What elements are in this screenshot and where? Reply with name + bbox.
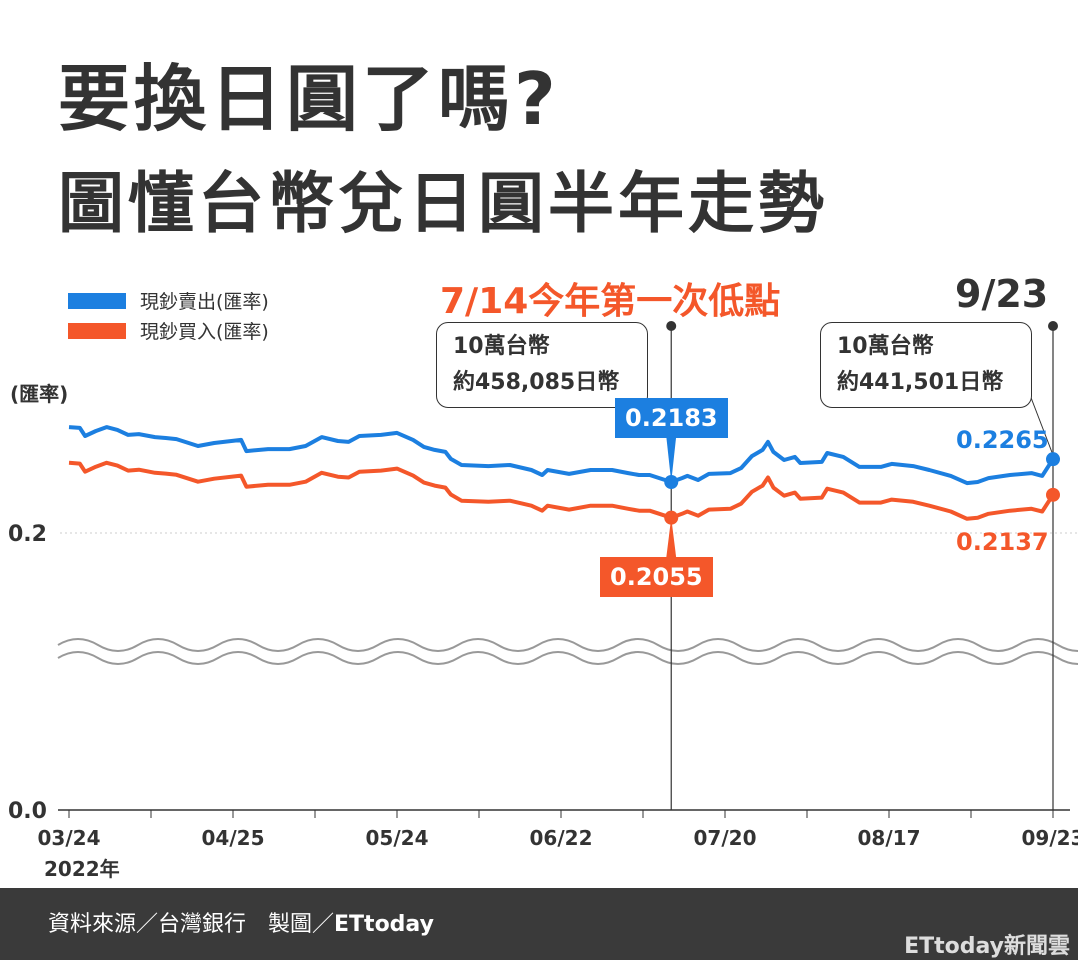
data-point-buy — [1046, 487, 1060, 502]
legend-item-sell: 現鈔賣出(匯率) — [68, 287, 269, 314]
footer: 資料來源／台灣銀行 製圖／ETtoday ETtoday新聞雲 — [0, 888, 1078, 960]
legend-label-sell: 現鈔賣出(匯率) — [140, 291, 269, 313]
end-callout-pointer — [1029, 394, 1054, 456]
y-axis-label: (匯率) — [10, 382, 69, 406]
end-buy-label: 0.2137 — [956, 528, 1049, 556]
callout-line2: 約441,501日幣 — [837, 370, 1004, 395]
source-credit: 資料來源／台灣銀行 製圖／ETtoday — [48, 906, 434, 938]
series-line-sell — [68, 425, 1055, 486]
line-chart: 0.2 0.003/24 04/25 05/24 06/22 07/20 08/17 09/2… — [8, 321, 1078, 881]
source-text: 資料來源／台灣銀行 製圖／ — [48, 912, 335, 937]
low-buy-pointer — [666, 517, 677, 558]
data-point-sell — [1046, 452, 1060, 467]
low-sell-tag: 0.2183 — [615, 398, 728, 438]
callout-line1: 10萬台幣 — [453, 334, 550, 359]
series-line-buy — [68, 460, 1055, 521]
x-tick-label: 08/17 — [858, 826, 921, 850]
legend-swatch-buy — [68, 322, 126, 339]
title-line2: 圖懂台幣兌日圓半年走勢 — [58, 165, 828, 242]
callout-line1: 10萬台幣 — [837, 334, 934, 359]
axis-break-wave — [57, 651, 1078, 665]
x-tick-label: 04/25 — [202, 826, 265, 850]
legend-swatch-sell — [68, 292, 126, 309]
end-heading: 9/23 — [955, 272, 1049, 316]
callout-line2: 約458,085日幣 — [453, 370, 620, 395]
legend-label-buy: 現鈔買入(匯率) — [140, 321, 269, 343]
low-point-callout: 10萬台幣約458,085日幣 — [436, 322, 648, 408]
x-tick-label: 07/20 — [694, 826, 757, 850]
x-tick-label: 05/24 — [366, 826, 429, 850]
legend-item-buy: 現鈔買入(匯率) — [68, 317, 269, 344]
brand-text: ETtoday — [334, 912, 434, 937]
y-tick-label: 0.0 — [8, 799, 47, 824]
axis-break-wave — [57, 638, 1078, 652]
x-tick-label: 09/23 — [1022, 826, 1078, 850]
ettoday-logo: ETtoday新聞雲 — [904, 934, 1070, 959]
end-marker-line-dot — [1048, 321, 1058, 331]
x-tick-label: 03/24 — [38, 826, 101, 850]
low-sell-pointer — [666, 436, 677, 482]
low-buy-tag: 0.2055 — [600, 557, 713, 597]
y-tick-label: 0.2 — [8, 522, 47, 547]
low-point-heading: 7/14今年第一次低點 — [440, 281, 781, 322]
end-sell-label: 0.2265 — [956, 426, 1049, 454]
end-callout: 10萬台幣約441,501日幣 — [820, 322, 1032, 408]
x-tick-label: 06/22 — [530, 826, 593, 850]
low-marker-line-dot — [666, 321, 677, 331]
title-line1: 要換日圓了嗎? — [58, 57, 560, 141]
x-year-label: 2022年 — [44, 857, 120, 881]
